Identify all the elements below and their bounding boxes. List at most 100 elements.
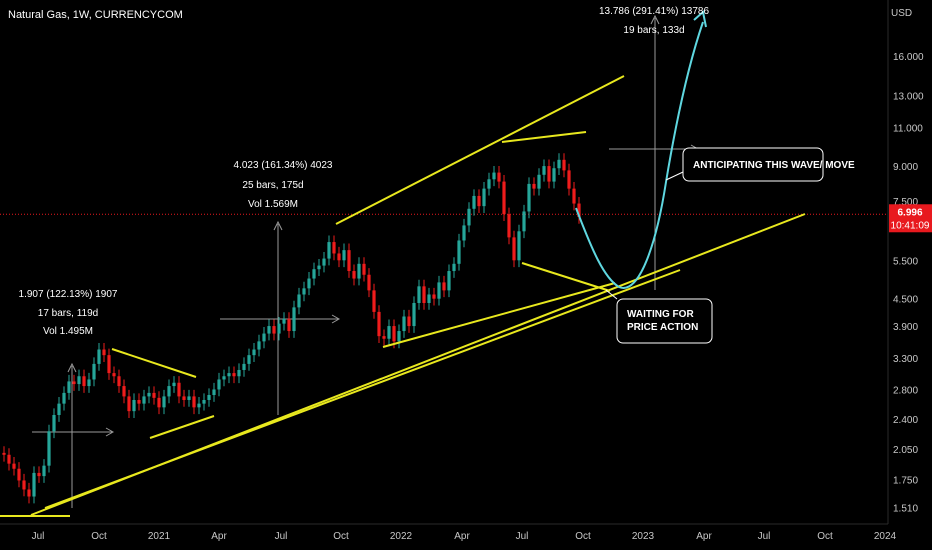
- candle-body: [67, 381, 71, 393]
- candle-body: [17, 468, 21, 481]
- candle-body: [332, 242, 336, 254]
- price-tick-label: 9.000: [893, 162, 918, 173]
- candle-body: [412, 302, 416, 327]
- candle-body: [77, 376, 81, 385]
- price-tick-label: 13.000: [893, 92, 924, 103]
- candle-body: [497, 172, 501, 182]
- candle-body: [487, 179, 491, 189]
- candle-body: [142, 396, 146, 404]
- price-tick-label: 4.500: [893, 295, 918, 306]
- candle-body: [227, 373, 231, 377]
- measure-arrowhead: [273, 220, 283, 231]
- time-tick-label: Oct: [91, 531, 107, 542]
- candle-body: [32, 472, 36, 497]
- time-axis[interactable]: Jul Oct 2021 Apr Jul Oct 2022 Apr Jul Oct 2023 Apr J…: [32, 531, 897, 542]
- candle-body: [472, 195, 476, 209]
- trendlines: [0, 75, 806, 517]
- callout-waiting-box[interactable]: [616, 298, 713, 344]
- candle-body: [522, 211, 526, 232]
- trendline[interactable]: [111, 348, 197, 378]
- candle-body: [297, 294, 301, 308]
- price-tick-label: 2.050: [893, 445, 918, 456]
- time-tick-label: Apr: [454, 531, 470, 542]
- candle-body: [152, 392, 156, 398]
- candle-body: [212, 389, 216, 396]
- candle-body: [377, 311, 381, 337]
- trendline[interactable]: [44, 269, 681, 509]
- last-price-value: 6.996: [897, 207, 922, 218]
- callout-waiting-line1: WAITING FOR: [627, 309, 694, 320]
- candle-body: [37, 472, 41, 477]
- time-tick-label: Oct: [817, 531, 833, 542]
- candle-body: [192, 396, 196, 408]
- candle-body: [122, 386, 126, 397]
- candle-body: [172, 382, 176, 387]
- candle-body: [217, 379, 221, 390]
- time-tick-label: Jul: [32, 531, 45, 542]
- measure3-label-bars: 19 bars, 133d: [623, 25, 684, 36]
- candle-body: [282, 318, 286, 324]
- candle-body: [247, 355, 251, 364]
- candle-body: [57, 403, 61, 416]
- price-tick-label: 11.000: [893, 124, 923, 135]
- callout-anticipating-box[interactable]: [682, 147, 824, 182]
- candle-body: [42, 465, 46, 477]
- candle-body: [287, 318, 291, 332]
- trendline[interactable]: [149, 415, 215, 439]
- price-axis[interactable]: 16.000 13.000 11.000 9.000 7.500 5.500 4.500 3.…: [893, 52, 924, 515]
- candle-body: [362, 263, 366, 275]
- candle-body: [177, 382, 181, 397]
- candle-body: [147, 392, 151, 397]
- candle-body: [312, 269, 316, 279]
- trendline[interactable]: [521, 262, 611, 292]
- time-tick-label: Apr: [696, 531, 712, 542]
- candle-body: [127, 396, 131, 412]
- bar-countdown: 10:41:09: [891, 220, 930, 231]
- candle-body: [442, 282, 446, 291]
- candle-body: [292, 307, 296, 332]
- candle-body: [302, 288, 306, 295]
- candle-body: [427, 294, 431, 303]
- price-tick-label: 1.510: [893, 504, 918, 515]
- candle-body: [572, 188, 576, 204]
- measure-arrowhead: [67, 362, 77, 373]
- candle-body: [117, 376, 121, 387]
- projection-curve: [575, 21, 704, 289]
- candle-body: [207, 395, 211, 400]
- candle-body: [467, 208, 471, 226]
- candle-body: [257, 341, 261, 350]
- candle-body: [317, 265, 321, 270]
- candle-body: [132, 399, 136, 412]
- trendline[interactable]: [335, 75, 625, 225]
- candle-body: [7, 454, 11, 464]
- candle-body: [137, 399, 141, 404]
- measure2-label-vol: Vol 1.569M: [248, 199, 298, 210]
- candle-body: [387, 326, 391, 339]
- candle-body: [157, 397, 161, 408]
- candle-body: [112, 373, 116, 377]
- candle-body: [502, 181, 506, 215]
- candle-body: [202, 399, 206, 404]
- candle-body: [542, 166, 546, 175]
- trendline[interactable]: [382, 282, 616, 348]
- trendline[interactable]: [501, 131, 587, 143]
- projection-arrow-head: [693, 10, 707, 28]
- measure2-label-change: 4.023 (161.34%) 4023: [234, 160, 333, 171]
- candle-body: [262, 333, 266, 342]
- candle-body: [52, 415, 56, 432]
- candle-body: [477, 195, 481, 207]
- callout-waiting-pointer: [605, 289, 618, 300]
- candle-body: [87, 379, 91, 387]
- candle-body: [187, 396, 191, 400]
- candle-body: [27, 489, 31, 497]
- candle-body: [527, 183, 531, 212]
- measure-arrowhead: [331, 314, 341, 324]
- candle-body: [222, 376, 226, 380]
- callout-waiting-line2: PRICE ACTION: [627, 322, 698, 333]
- candle-body: [367, 274, 371, 291]
- candle-body: [102, 349, 106, 356]
- time-tick-label: 2021: [148, 531, 171, 542]
- candle-body: [392, 326, 396, 342]
